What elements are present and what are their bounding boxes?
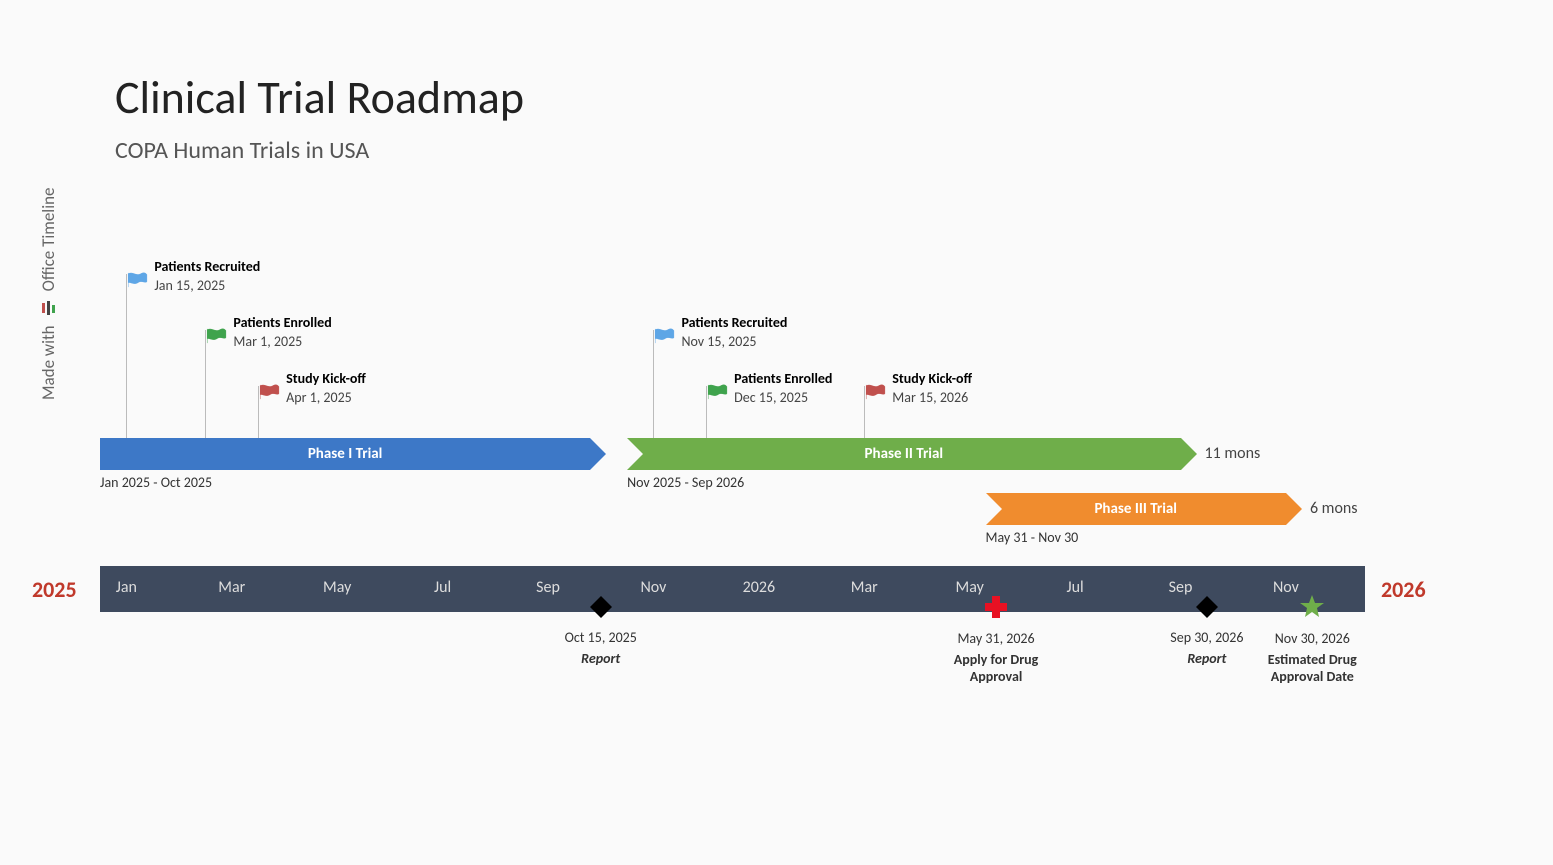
axis-tick: Sep xyxy=(1169,578,1193,597)
flag-milestone: Study Kick-offApr 1, 2025 xyxy=(258,250,259,438)
cross-icon xyxy=(983,594,1009,624)
axis-tick: Jan xyxy=(116,578,137,597)
phase-range: Nov 2025 - Sep 2026 xyxy=(627,474,744,491)
flag-icon xyxy=(127,272,147,286)
flag-label: Patients EnrolledMar 1, 2025 xyxy=(233,314,331,350)
flag-icon xyxy=(865,384,885,398)
flag-label: Study Kick-offApr 1, 2025 xyxy=(286,370,366,406)
axis-tick: Jul xyxy=(434,578,451,597)
watermark-product: Office Timeline xyxy=(38,188,59,292)
flag-milestone: Study Kick-offMar 15, 2026 xyxy=(864,250,865,438)
phase-range: May 31 - Nov 30 xyxy=(986,529,1079,546)
header: Clinical Trial Roadmap COPA Human Trials… xyxy=(115,70,524,165)
star-icon xyxy=(1299,594,1325,624)
timeline-chart: 20252026JanMarMayJulSepNov2026MarMayJulS… xyxy=(100,250,1390,750)
flag-label: Patients RecruitedNov 15, 2025 xyxy=(681,314,787,350)
milestone-date: Nov 30, 2026 xyxy=(1242,630,1382,647)
year-start-label: 2025 xyxy=(32,576,77,603)
milestone-date: Oct 15, 2025 xyxy=(531,629,671,646)
axis-milestone: Oct 15, 2025 Report xyxy=(531,606,671,667)
page-subtitle: COPA Human Trials in USA xyxy=(115,136,524,165)
phase-bar: Phase II Trial xyxy=(627,438,1180,470)
diamond-icon xyxy=(589,595,613,623)
axis-tick: Nov xyxy=(640,578,666,597)
flag-stem xyxy=(653,330,654,438)
axis-tick: Mar xyxy=(218,578,245,597)
flag-milestone: Patients RecruitedNov 15, 2025 xyxy=(653,250,654,438)
diamond-icon xyxy=(1195,595,1219,623)
milestone-name: Report xyxy=(531,650,671,667)
flag-stem xyxy=(205,330,206,438)
axis-milestone: Nov 30, 2026 Estimated Drug Approval Date xyxy=(1242,606,1382,685)
flag-stem xyxy=(126,274,127,438)
milestone-name: Apply for Drug Approval xyxy=(926,651,1066,685)
milestone-name: Estimated Drug Approval Date xyxy=(1242,651,1382,685)
flag-label: Patients EnrolledDec 15, 2025 xyxy=(734,370,832,406)
phase-duration: 6 mons xyxy=(1310,499,1358,518)
axis-tick: Mar xyxy=(851,578,878,597)
axis-tick: May xyxy=(323,578,351,597)
axis-tick: Nov xyxy=(1273,578,1299,597)
flag-milestone: Patients EnrolledDec 15, 2025 xyxy=(706,250,707,438)
flag-label: Patients RecruitedJan 15, 2025 xyxy=(154,258,260,294)
axis-milestone: May 31, 2026 Apply for Drug Approval xyxy=(926,606,1066,685)
phase-duration: 11 mons xyxy=(1205,444,1261,463)
page-title: Clinical Trial Roadmap xyxy=(115,70,524,126)
flag-icon xyxy=(259,384,279,398)
axis-tick: May xyxy=(956,578,984,597)
axis-tick: Jul xyxy=(1067,578,1084,597)
milestone-date: May 31, 2026 xyxy=(926,630,1066,647)
office-timeline-icon xyxy=(40,299,58,317)
phase-range: Jan 2025 - Oct 2025 xyxy=(100,474,212,491)
axis-tick: Sep xyxy=(536,578,560,597)
watermark: Made with Office Timeline xyxy=(38,188,59,401)
phase-bar: Phase I Trial xyxy=(100,438,590,470)
flag-milestone: Patients EnrolledMar 1, 2025 xyxy=(205,250,206,438)
watermark-prefix: Made with xyxy=(38,325,59,400)
flag-icon xyxy=(654,328,674,342)
axis-tick: 2026 xyxy=(743,578,775,597)
flag-icon xyxy=(707,384,727,398)
flag-icon xyxy=(206,328,226,342)
flag-label: Study Kick-offMar 15, 2026 xyxy=(892,370,972,406)
year-end-label: 2026 xyxy=(1381,576,1426,603)
flag-milestone: Patients RecruitedJan 15, 2025 xyxy=(126,250,127,438)
phase-bar: Phase III Trial xyxy=(986,493,1286,525)
